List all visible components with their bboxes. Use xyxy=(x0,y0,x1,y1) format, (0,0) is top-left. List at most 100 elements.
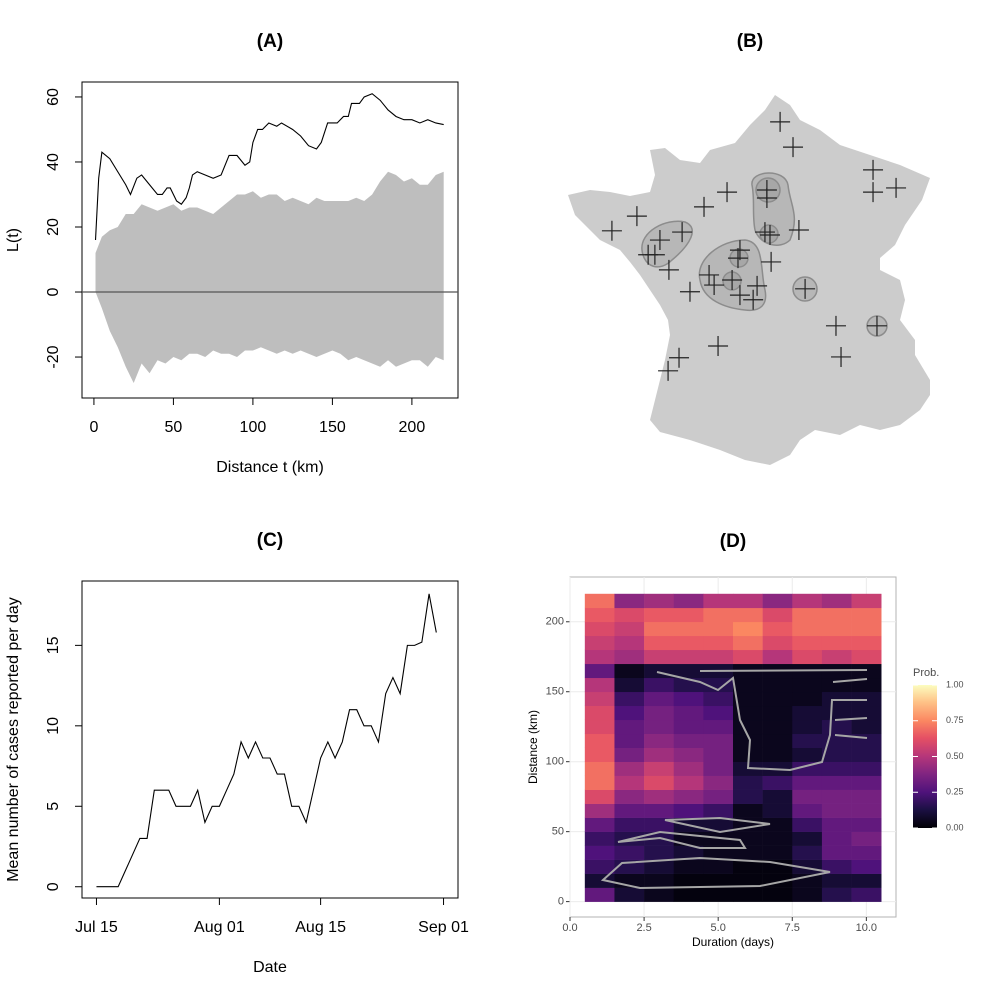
panel-title: (C) xyxy=(257,530,283,551)
heat-cell xyxy=(733,803,763,818)
heat-cell xyxy=(584,789,615,804)
heat-cell xyxy=(644,621,675,637)
heat-cell xyxy=(851,761,882,776)
heat-cell xyxy=(851,649,882,665)
heat-cell xyxy=(644,845,675,860)
heat-cell xyxy=(614,593,645,609)
heat-cell xyxy=(821,845,852,860)
heat-cell xyxy=(762,719,793,735)
heat-cell xyxy=(584,747,615,762)
heat-cell xyxy=(614,761,645,776)
x-axis-label: Distance t (km) xyxy=(216,459,324,476)
case-point xyxy=(717,182,738,203)
colorbar-tick-label: 0.75 xyxy=(946,715,964,725)
y-tick-label: 15 xyxy=(45,636,62,654)
heat-cell xyxy=(584,677,615,693)
heat-cell xyxy=(614,635,645,651)
heat-cell xyxy=(733,607,763,623)
heat-cell xyxy=(614,789,645,804)
y-tick-label: 0 xyxy=(45,287,62,296)
heat-cell xyxy=(644,635,675,651)
colorbar-tick-label: 0.00 xyxy=(946,822,964,832)
plot-box xyxy=(81,580,459,899)
y-tick-label: 60 xyxy=(45,88,62,106)
heat-cell xyxy=(584,845,615,860)
y-tick-label: 50 xyxy=(552,826,564,838)
case-point xyxy=(788,219,809,240)
x-tick-label: 2.5 xyxy=(636,922,651,934)
heat-cell xyxy=(762,593,793,609)
heat-cell xyxy=(644,761,675,776)
heat-cell xyxy=(644,677,675,693)
heat-cell xyxy=(733,649,763,665)
heat-cell xyxy=(584,719,615,735)
y-tick-label: 40 xyxy=(45,153,62,171)
heat-cell xyxy=(703,691,734,707)
heat-cell xyxy=(821,887,852,902)
heat-cell xyxy=(821,621,852,637)
heat-cell xyxy=(762,621,793,637)
heat-cell xyxy=(703,649,734,665)
heat-cell xyxy=(614,621,645,637)
case-point xyxy=(626,206,647,227)
heat-cell xyxy=(762,831,793,846)
y-axis-label: Distance (km) xyxy=(526,710,540,784)
x-tick-label: 10.0 xyxy=(856,922,877,934)
heat-cell xyxy=(762,677,793,693)
y-tick-label: 10 xyxy=(45,717,62,735)
heat-cell xyxy=(733,859,763,874)
heat-cell xyxy=(851,635,882,651)
heat-cell xyxy=(673,733,704,748)
heat-cell xyxy=(614,845,645,860)
heat-cell xyxy=(673,775,704,790)
heat-cell xyxy=(821,593,852,609)
heat-cell xyxy=(703,677,734,693)
heat-cell xyxy=(644,705,675,721)
heat-cell xyxy=(703,817,734,832)
heat-cell xyxy=(644,593,675,609)
heat-cell xyxy=(821,817,852,832)
case-point xyxy=(672,222,693,243)
heat-cell xyxy=(733,845,763,860)
heat-cell xyxy=(703,887,734,902)
heat-cell xyxy=(762,635,793,651)
colorbar-tick-label: 0.50 xyxy=(946,751,964,761)
heat-cell xyxy=(584,803,615,818)
heat-cell xyxy=(821,789,852,804)
case-point xyxy=(704,275,725,296)
x-tick-label: 5.0 xyxy=(711,922,726,934)
y-axis-label: Mean number of cases reported per day xyxy=(5,597,22,882)
x-tick-label: 0.0 xyxy=(562,922,577,934)
heat-cell xyxy=(851,691,882,707)
heat-cell xyxy=(851,621,882,637)
heat-cell xyxy=(644,691,675,707)
y-tick-label: 20 xyxy=(45,218,62,236)
heat-cell xyxy=(792,761,823,776)
heat-cell xyxy=(792,607,823,623)
heat-cell xyxy=(644,719,675,735)
heat-cell xyxy=(851,747,882,762)
case-point xyxy=(694,196,715,217)
heat-cell xyxy=(673,859,704,874)
case-point xyxy=(863,159,884,180)
heat-cell xyxy=(792,677,823,693)
case-point xyxy=(866,315,887,336)
heat-cell xyxy=(584,663,615,679)
heat-cell xyxy=(614,705,645,721)
heat-cell xyxy=(792,691,823,707)
heat-cell xyxy=(673,719,704,735)
x-tick-label: Aug 01 xyxy=(194,919,245,936)
y-tick-label: 0 xyxy=(558,896,564,908)
heat-cell xyxy=(703,593,734,609)
y-axis-label: L(t) xyxy=(5,228,22,252)
heat-cell xyxy=(733,887,763,902)
heat-cell xyxy=(584,691,615,707)
contours xyxy=(641,172,888,337)
heat-cell xyxy=(703,845,734,860)
case-point xyxy=(747,275,768,296)
heat-cell xyxy=(792,719,823,735)
case-point xyxy=(727,248,748,269)
heat-cell xyxy=(584,621,615,637)
